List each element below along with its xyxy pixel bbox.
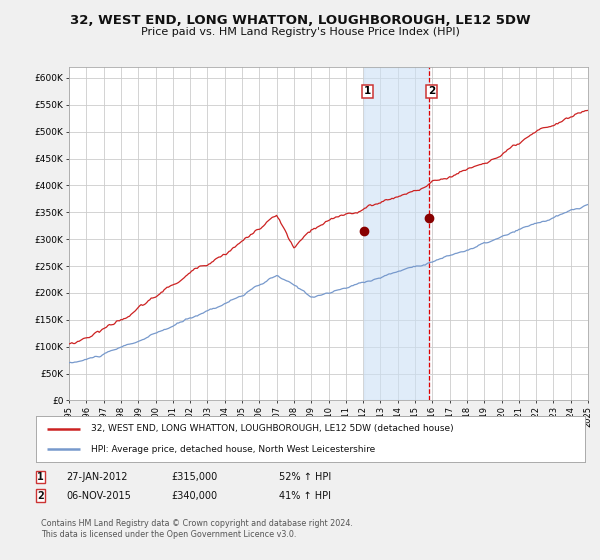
Text: Contains HM Land Registry data © Crown copyright and database right 2024.
This d: Contains HM Land Registry data © Crown c…: [41, 519, 353, 539]
Text: 2: 2: [428, 86, 436, 96]
Text: 27-JAN-2012: 27-JAN-2012: [66, 472, 128, 482]
Text: £340,000: £340,000: [171, 491, 217, 501]
Text: 1: 1: [364, 86, 371, 96]
Text: Price paid vs. HM Land Registry's House Price Index (HPI): Price paid vs. HM Land Registry's House …: [140, 27, 460, 37]
Text: £315,000: £315,000: [171, 472, 217, 482]
Text: 2: 2: [37, 491, 44, 501]
Bar: [364, 67, 430, 400]
Text: 52% ↑ HPI: 52% ↑ HPI: [279, 472, 331, 482]
Text: HPI: Average price, detached house, North West Leicestershire: HPI: Average price, detached house, Nort…: [91, 445, 375, 454]
Text: 41% ↑ HPI: 41% ↑ HPI: [279, 491, 331, 501]
Text: 1: 1: [37, 472, 44, 482]
Text: 32, WEST END, LONG WHATTON, LOUGHBOROUGH, LE12 5DW: 32, WEST END, LONG WHATTON, LOUGHBOROUGH…: [70, 14, 530, 27]
Text: 32, WEST END, LONG WHATTON, LOUGHBOROUGH, LE12 5DW (detached house): 32, WEST END, LONG WHATTON, LOUGHBOROUGH…: [91, 424, 454, 433]
Text: 06-NOV-2015: 06-NOV-2015: [66, 491, 131, 501]
